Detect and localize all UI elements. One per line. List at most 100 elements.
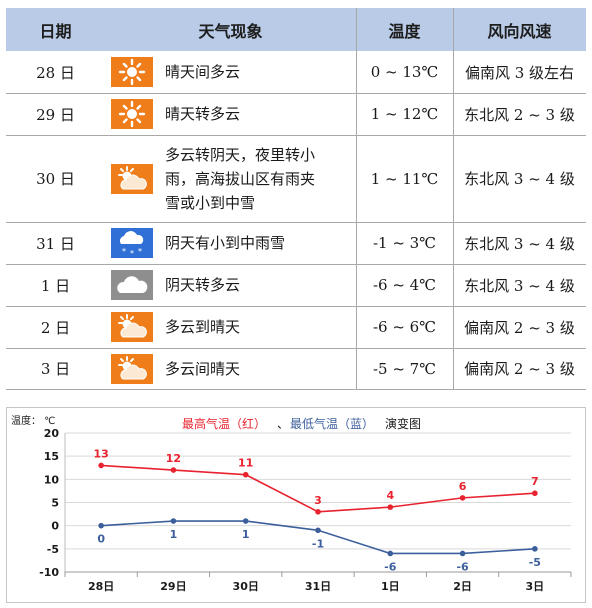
high-temp-label: 7 bbox=[531, 475, 539, 488]
high-temp-point bbox=[459, 495, 466, 501]
wind-cell: 偏南风 3 级左右 bbox=[464, 63, 575, 82]
table-row: 28 日 晴天间多云 0 ~ 13℃ 偏南风 3 级左右 bbox=[6, 51, 586, 94]
wind-cell: 偏南风 2 ~ 3 级 bbox=[464, 360, 575, 378]
temp-cell: 1 ~ 11℃ bbox=[370, 169, 439, 188]
high-temp-label: 4 bbox=[386, 489, 394, 502]
high-temp-point bbox=[98, 462, 104, 469]
high-temp-label: 11 bbox=[238, 457, 253, 470]
x-tick-label: 3日 bbox=[526, 580, 545, 593]
weather-cell: 多云转阴天，夜里转小 雨，高海拔山区有雨夹 雪或小到中雪 bbox=[105, 135, 356, 222]
low-temp-label: 0 bbox=[97, 533, 105, 546]
high-temp-point bbox=[170, 467, 177, 473]
wind-cell: 偏南风 2 ~ 3 级 bbox=[464, 318, 575, 337]
low-temp-label: -6 bbox=[384, 560, 397, 573]
high-temp-point bbox=[315, 508, 321, 515]
svg-text:*: * bbox=[138, 247, 142, 256]
chart-svg: 最高气温（红） 、 最低气温（蓝） 演变图 温度： ℃ 20151050-5-1… bbox=[11, 414, 572, 593]
high-temp-point bbox=[387, 504, 394, 510]
low-temp-point bbox=[170, 518, 177, 524]
temperature-chart: 最高气温（红） 、 最低气温（蓝） 演变图 温度： ℃ 20 15 10 5 0 -5 -1… bbox=[6, 407, 586, 603]
y-tick-label: 15 bbox=[44, 450, 59, 463]
weather-cell: 多云到晴天 bbox=[105, 306, 356, 348]
table-row: 29 日 晴天转多云 1 ~ 12℃ 东北风 2 ~ 3 级 bbox=[6, 93, 586, 136]
high-temp-label: 13 bbox=[93, 447, 108, 460]
low-temp-point bbox=[459, 550, 466, 557]
date-cell: 3 日 bbox=[40, 360, 71, 378]
weather-line: 多云转阴天，夜里转小 bbox=[165, 145, 316, 164]
weather-cell: 多云间晴天 bbox=[105, 348, 356, 389]
y-tick-label: -10 bbox=[39, 566, 59, 579]
high-temp-label: 3 bbox=[314, 494, 322, 507]
weather-text: 阴天转多云 bbox=[165, 276, 241, 294]
date-cell: 30 日 bbox=[36, 170, 75, 188]
table-row: 3 日 多云间晴天 -5 ~ 7℃ 偏南风 2 ~ 3 级 bbox=[6, 348, 586, 390]
date-cell: 2 日 bbox=[40, 318, 71, 337]
table-row: 30 日 多云转阴天，夜里转小 雨，高海拔山区有雨夹 雪或小到中雪 1 ~ 11… bbox=[6, 135, 586, 223]
low-temp-point bbox=[242, 518, 249, 524]
chart-title-high: 最高气温（红） bbox=[182, 416, 266, 431]
y-tick-label: 0 bbox=[51, 520, 59, 533]
high-temp-label: 12 bbox=[166, 452, 181, 465]
partly-cloudy-icon bbox=[111, 353, 153, 384]
svg-text:*: * bbox=[122, 247, 126, 256]
low-temp-point bbox=[98, 522, 104, 529]
y-tick-label: 10 bbox=[44, 473, 60, 486]
x-tick-label: 29日 bbox=[160, 580, 186, 593]
column-divider bbox=[356, 8, 357, 389]
weather-line: 雪或小到中雪 bbox=[165, 193, 256, 212]
weather-line: 雨，高海拔山区有雨夹 bbox=[165, 169, 316, 188]
cloudy-icon bbox=[111, 270, 153, 300]
temp-cell: -1 ~ 3℃ bbox=[372, 234, 437, 252]
snow-icon: * * * bbox=[111, 228, 153, 258]
date-cell: 28 日 bbox=[36, 63, 75, 82]
svg-text:*: * bbox=[130, 249, 134, 258]
temp-cell: -6 ~ 6℃ bbox=[372, 318, 437, 336]
low-temp-point bbox=[387, 550, 394, 557]
x-tick-label: 28日 bbox=[88, 580, 114, 593]
table-row: 1 日 阴天转多云 -6 ~ 4℃ 东北风 3 ~ 4 级 bbox=[6, 264, 586, 307]
wind-cell: 东北风 3 ~ 4 级 bbox=[464, 170, 575, 188]
temp-cell: 1 ~ 12℃ bbox=[370, 105, 439, 123]
high-temp-point bbox=[532, 490, 538, 497]
temp-cell: 0 ~ 13℃ bbox=[370, 63, 439, 81]
table-row: 2 日 多云到晴天 -6 ~ 6℃ 偏南风 2 ~ 3 级 bbox=[6, 306, 586, 349]
weather-cell: 晴天间多云 bbox=[105, 51, 356, 93]
x-tick-label: 30日 bbox=[233, 580, 259, 593]
header-weather: 天气现象 bbox=[105, 8, 356, 51]
y-axis-label: 温度： ℃ bbox=[11, 414, 55, 427]
chart-title-low: 最低气温（蓝） bbox=[290, 416, 374, 431]
weather-text: 多云转阴天，夜里转小 雨，高海拔山区有雨夹 雪或小到中雪 bbox=[165, 143, 315, 215]
low-temp-label: -5 bbox=[529, 556, 541, 569]
y-tick-label: 20 bbox=[44, 427, 60, 440]
weather-text: 晴天间多云 bbox=[165, 63, 241, 81]
y-tick-label: -5 bbox=[47, 543, 59, 556]
wind-cell: 东北风 3 ~ 4 级 bbox=[464, 234, 575, 253]
wind-cell: 东北风 2 ~ 3 级 bbox=[464, 105, 575, 124]
date-cell: 29 日 bbox=[36, 105, 75, 124]
column-divider bbox=[453, 8, 454, 389]
low-temp-label: 1 bbox=[242, 528, 250, 541]
weather-text: 多云到晴天 bbox=[165, 318, 241, 336]
header-date: 日期 bbox=[6, 8, 105, 51]
weather-cell: * * * 阴天有小到中雨雪 bbox=[105, 222, 356, 264]
date-cell: 1 日 bbox=[40, 276, 71, 295]
weather-text: 多云间晴天 bbox=[165, 359, 241, 378]
y-tick-label: 5 bbox=[51, 497, 59, 510]
x-tick-label: 31日 bbox=[305, 580, 331, 593]
weather-cell: 阴天转多云 bbox=[105, 264, 356, 306]
date-cell: 31 日 bbox=[36, 234, 75, 253]
x-tick-label: 2日 bbox=[453, 580, 472, 593]
partly-cloudy-icon bbox=[111, 312, 153, 342]
temp-cell: -5 ~ 7℃ bbox=[372, 359, 437, 378]
header-temp: 温度 bbox=[356, 8, 453, 51]
table-row: 31 日 * * * 阴天有小到中雨雪 -1 ~ 3℃ 东北风 3 ~ 4 级 bbox=[6, 222, 586, 265]
sunny-icon bbox=[111, 99, 153, 129]
low-temp-point bbox=[532, 546, 538, 552]
partly-cloudy-icon bbox=[111, 163, 153, 194]
weather-cell: 晴天转多云 bbox=[105, 93, 356, 135]
weather-text: 阴天有小到中雨雪 bbox=[165, 234, 286, 252]
header-wind: 风向风速 bbox=[453, 8, 586, 51]
temp-cell: -6 ~ 4℃ bbox=[372, 276, 437, 294]
wind-cell: 东北风 3 ~ 4 级 bbox=[464, 276, 575, 295]
low-temp-label: -1 bbox=[312, 537, 324, 550]
